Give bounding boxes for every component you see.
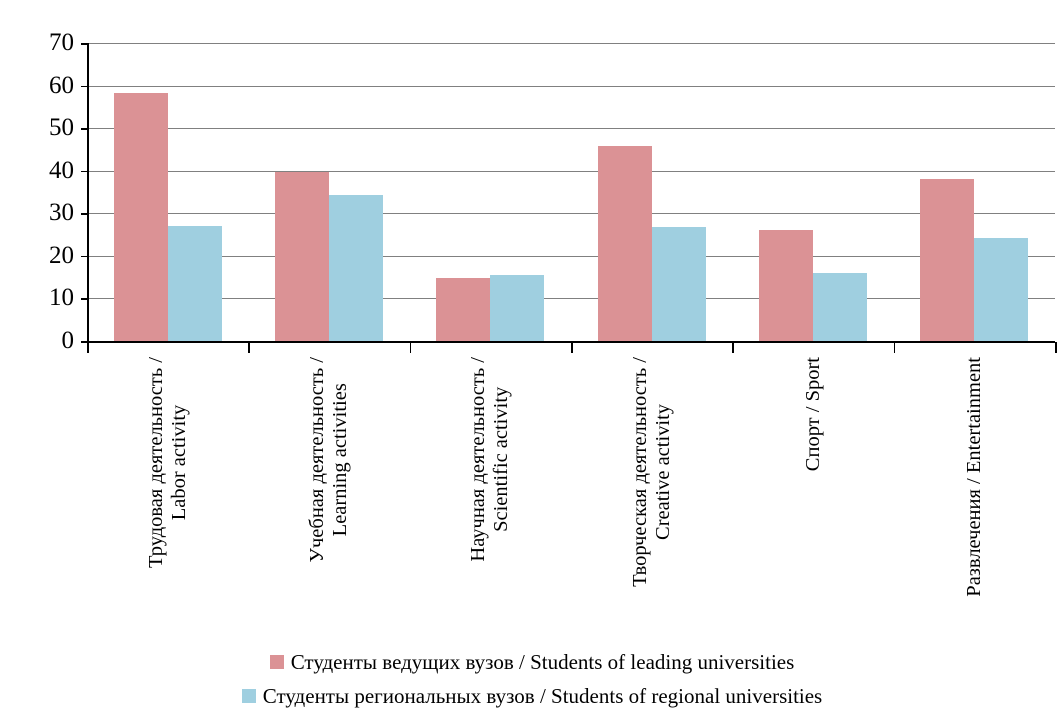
bar[interactable]	[275, 171, 329, 341]
x-axis-label-line: Творческая деятельность /	[628, 357, 651, 587]
x-axis-label: Учебная деятельность / Learning activitie…	[306, 357, 352, 563]
x-axis-label-line: Creative activity	[651, 403, 674, 540]
gridline	[87, 170, 1055, 172]
legend-item-label: Студенты региональных вузов / Students o…	[262, 683, 823, 708]
y-axis-tick	[81, 85, 87, 88]
y-axis-tick-label: 50	[49, 114, 74, 142]
x-axis-label-line: Learning activities	[329, 383, 351, 537]
legend-item-label: Студенты ведущих вузов / Students of lea…	[290, 649, 795, 674]
x-axis-label-line: Учебная деятельность /	[306, 357, 328, 563]
y-axis-tick	[81, 213, 87, 215]
x-axis-label: Спорт / Sport	[802, 357, 825, 471]
gridline	[87, 255, 1055, 257]
bar[interactable]	[113, 93, 168, 341]
x-axis-tick	[87, 342, 89, 353]
gridline	[87, 298, 1055, 300]
x-axis-tick	[732, 342, 734, 353]
legend-item[interactable]: Студенты региональных вузов / Students o…	[0, 679, 1064, 713]
y-axis-tick-label: 10	[49, 284, 74, 312]
x-axis-label: Творческая деятельность / Creative activi…	[629, 357, 675, 587]
x-axis-label-line: Спорт / Sport	[801, 357, 824, 472]
gridline	[87, 85, 1055, 87]
legend-item[interactable]: Студенты ведущих вузов / Students of lea…	[0, 645, 1064, 679]
x-axis-label-line: Labor activity	[167, 404, 190, 521]
x-axis-tick	[248, 342, 250, 353]
y-axis-line	[87, 43, 89, 341]
plot-area	[87, 43, 1055, 343]
x-axis-tick	[893, 342, 896, 353]
x-axis-label: Развлечения / Entertainment	[963, 357, 986, 597]
y-axis-tick	[81, 43, 87, 45]
gridline	[87, 341, 1055, 343]
x-axis-label-line: Развлечения / Entertainment	[962, 357, 985, 597]
bar[interactable]	[651, 226, 706, 341]
y-axis-tick-label: 20	[49, 241, 74, 269]
bar[interactable]	[759, 230, 813, 341]
x-axis-tick	[571, 342, 573, 353]
legend-swatch-icon	[269, 655, 284, 669]
y-axis-tick	[81, 170, 87, 173]
y-axis-tick-label: 70	[49, 29, 74, 56]
y-axis-tick	[81, 128, 87, 130]
legend-swatch-icon	[241, 689, 256, 703]
bar[interactable]	[436, 278, 491, 341]
x-axis-label-line: Научная деятельность /	[467, 357, 490, 562]
bar[interactable]	[597, 146, 652, 341]
bar[interactable]	[329, 195, 383, 341]
x-axis-label-line: Scientific activity	[490, 386, 513, 532]
bar[interactable]	[920, 179, 975, 341]
y-axis-tick	[81, 298, 87, 300]
gridline	[87, 43, 1055, 44]
y-axis-tick	[81, 341, 87, 343]
y-axis-tick-label: 30	[49, 199, 74, 227]
x-axis-tick	[409, 342, 412, 353]
x-axis-label: Научная деятельность / Scientific activit…	[467, 357, 513, 562]
y-axis-tick-label: 60	[49, 71, 74, 99]
gridline	[87, 213, 1055, 215]
gridline	[87, 128, 1055, 130]
x-axis-label-line: Трудовая деятельность /	[144, 357, 167, 568]
bar[interactable]	[490, 274, 545, 341]
bar[interactable]	[974, 238, 1029, 341]
y-axis-tick	[81, 255, 87, 258]
x-axis-label: Трудовая деятельность / Labor activity	[145, 357, 191, 568]
y-axis-tick-label: 40	[49, 156, 74, 184]
bar[interactable]	[167, 226, 222, 341]
x-axis-tick	[1055, 342, 1057, 353]
y-axis-tick-label: 0	[61, 327, 75, 354]
legend: Студенты ведущих вузов / Students of lea…	[0, 645, 1064, 713]
bar[interactable]	[813, 272, 867, 341]
